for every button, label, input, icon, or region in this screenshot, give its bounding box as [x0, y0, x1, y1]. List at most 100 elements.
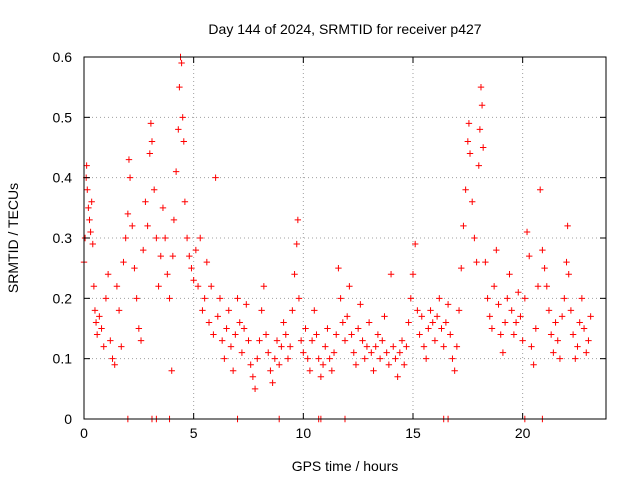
data-point-marker — [278, 343, 285, 350]
data-point-marker — [293, 240, 300, 248]
data-point-marker — [161, 234, 169, 242]
data-point-marker — [333, 331, 340, 338]
data-point-marker — [120, 258, 127, 266]
data-point-marker — [563, 258, 570, 266]
data-point-marker — [169, 252, 177, 260]
data-point-marker — [168, 367, 175, 374]
data-point-marker — [98, 325, 105, 332]
data-point-marker — [526, 252, 533, 260]
data-point-marker — [262, 331, 270, 338]
data-point-marker — [405, 319, 412, 326]
data-point-marker — [313, 331, 320, 338]
data-point-marker — [326, 355, 333, 362]
data-point-marker — [499, 349, 507, 356]
data-point-marker — [368, 349, 375, 356]
data-point-marker — [569, 331, 577, 338]
data-point-marker — [488, 325, 496, 332]
data-point-marker — [317, 373, 325, 380]
data-point-marker — [199, 307, 206, 314]
data-point-marker — [335, 264, 342, 272]
data-point-marker — [403, 343, 410, 350]
data-point-marker — [164, 271, 171, 278]
data-point-marker — [475, 162, 482, 169]
data-point-marker — [319, 361, 327, 368]
data-point-marker — [118, 343, 125, 350]
data-point-marker — [464, 138, 472, 145]
data-point-marker — [381, 313, 388, 320]
data-point-marker — [197, 234, 204, 242]
data-point-marker — [476, 126, 484, 133]
data-point-marker — [440, 343, 447, 350]
data-point-marker — [210, 331, 217, 338]
data-point-marker — [172, 168, 180, 175]
data-point-marker — [545, 307, 553, 314]
data-point-marker — [465, 120, 473, 127]
data-point-marker — [216, 295, 224, 302]
data-point-marker — [243, 301, 250, 308]
data-point-marker — [537, 186, 544, 193]
data-point-marker — [194, 283, 202, 290]
data-point-marker — [212, 174, 219, 181]
x-tick-label: 20 — [515, 425, 531, 441]
data-point-marker — [539, 246, 546, 254]
data-point-marker — [249, 373, 257, 380]
data-point-marker — [339, 319, 347, 326]
data-point-marker — [271, 355, 279, 362]
data-point-marker — [96, 313, 103, 320]
data-point-marker — [411, 240, 419, 248]
data-point-marker — [302, 325, 309, 332]
data-point-marker — [84, 186, 91, 193]
data-point-marker — [554, 337, 561, 344]
data-point-marker — [258, 307, 265, 314]
data-point-marker — [385, 361, 393, 368]
data-point-marker — [234, 295, 241, 302]
data-point-marker — [352, 361, 360, 368]
data-point-marker — [125, 156, 133, 163]
data-point-marker — [543, 283, 550, 290]
y-tick-label: 0.6 — [53, 49, 73, 65]
data-point-marker — [306, 367, 314, 374]
data-point-marker — [142, 198, 149, 205]
data-point-marker — [585, 337, 592, 344]
data-point-marker — [350, 349, 357, 356]
data-point-marker — [528, 343, 535, 350]
data-point-marker — [247, 361, 254, 368]
data-point-marker — [111, 361, 118, 368]
data-point-marker — [387, 271, 395, 278]
y-tick-label: 0 — [64, 411, 72, 427]
data-point-marker — [87, 228, 94, 236]
data-point-marker — [574, 343, 581, 350]
data-point-marker — [587, 313, 594, 320]
data-point-marker — [453, 343, 461, 350]
data-point-marker — [532, 325, 540, 332]
data-point-marker — [192, 246, 200, 254]
data-point-marker — [462, 186, 469, 193]
data-point-marker — [478, 102, 486, 109]
data-point-marker — [294, 216, 302, 224]
data-point-marker — [157, 252, 164, 260]
data-point-marker — [208, 283, 215, 290]
data-point-marker — [341, 337, 349, 344]
data-point-marker — [458, 264, 465, 272]
data-point-marker — [227, 343, 235, 350]
data-point-marker — [170, 216, 178, 224]
data-point-marker — [479, 144, 487, 151]
data-point-marker — [180, 138, 187, 145]
data-point-marker — [150, 186, 158, 193]
data-point-marker — [550, 349, 557, 356]
data-point-marker — [359, 337, 366, 344]
data-point-marker — [497, 331, 504, 338]
data-point-marker — [276, 361, 283, 368]
data-point-marker — [100, 343, 107, 350]
data-point-marker — [175, 126, 182, 133]
y-tick-label: 0.4 — [53, 170, 73, 186]
data-point-marker — [289, 307, 296, 314]
data-point-marker — [372, 343, 379, 350]
data-point-marker — [315, 355, 322, 362]
data-point-marker — [418, 313, 425, 320]
data-point-marker — [504, 295, 511, 302]
data-point-marker — [438, 325, 445, 332]
data-point-marker — [407, 295, 414, 302]
data-point-marker — [363, 343, 371, 350]
data-point-marker — [102, 295, 110, 302]
